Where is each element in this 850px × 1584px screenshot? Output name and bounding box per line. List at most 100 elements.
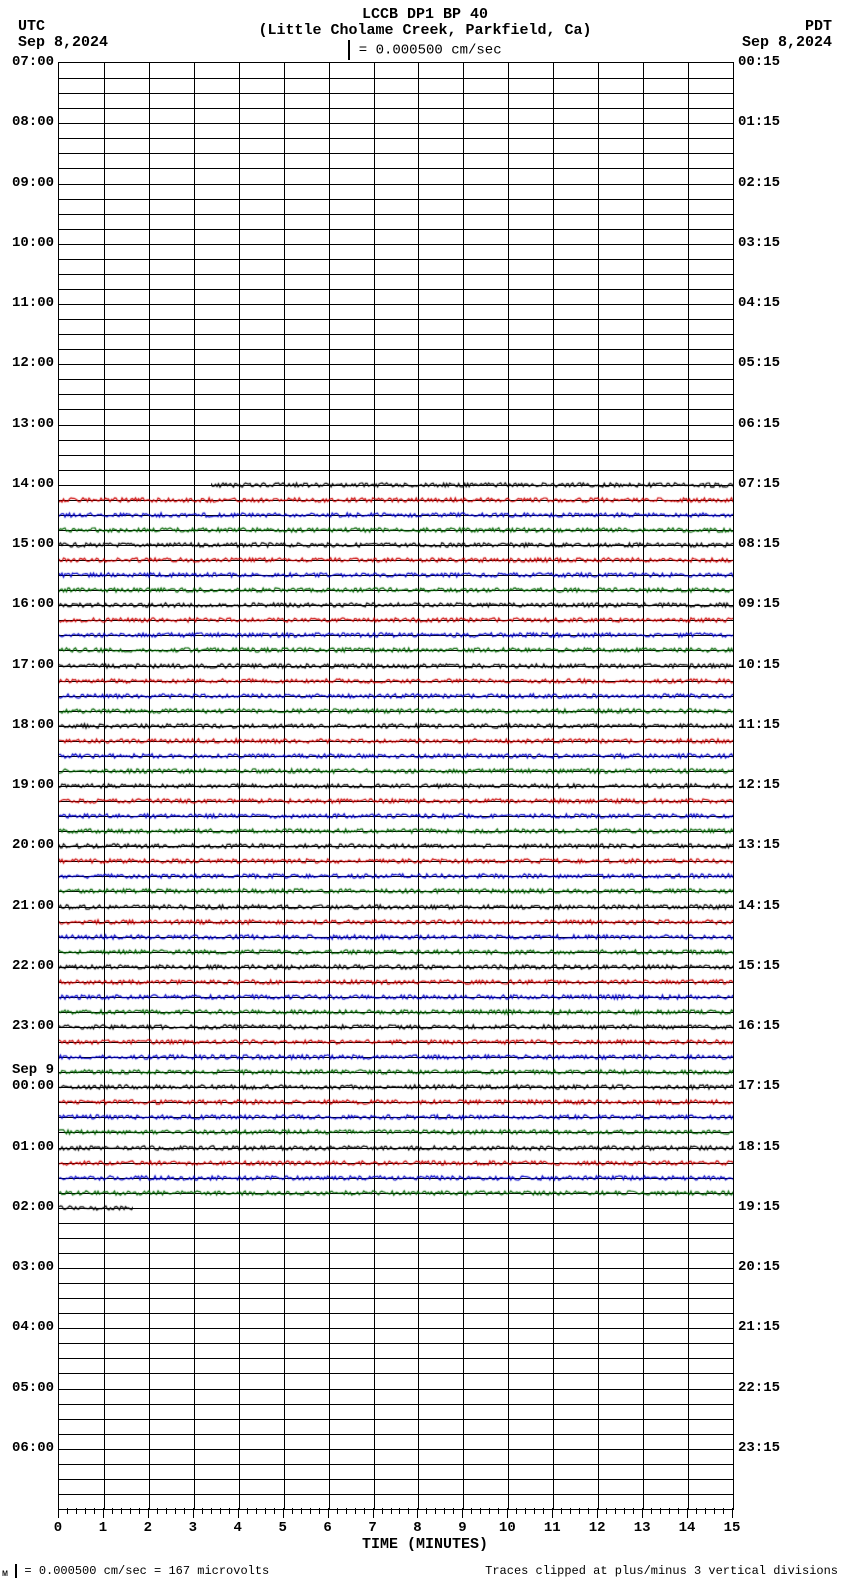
gridline-h <box>59 440 733 441</box>
seismic-trace <box>59 597 733 613</box>
seismic-trace <box>59 883 733 899</box>
seismic-trace <box>59 1094 733 1110</box>
tick-mark-icon: ᴍ <box>2 1569 8 1580</box>
pdt-hour-label: 14:15 <box>738 898 780 914</box>
seismic-trace <box>59 959 733 975</box>
seismic-trace <box>59 974 733 990</box>
x-tick-minor <box>274 1508 275 1514</box>
utc-hour-label: 08:00 <box>0 114 54 130</box>
x-tick-minor <box>669 1508 670 1514</box>
seismic-trace <box>59 658 733 674</box>
utc-hour-label: 04:00 <box>0 1319 54 1335</box>
utc-hour-label: 01:00 <box>0 1139 54 1155</box>
gridline-h <box>59 1328 733 1329</box>
pdt-hour-label: 17:15 <box>738 1078 780 1094</box>
gridline-h <box>59 108 733 109</box>
x-axis-title: TIME (MINUTES) <box>0 1536 850 1553</box>
x-tick-label: 9 <box>458 1520 466 1536</box>
x-tick-minor <box>678 1508 679 1514</box>
seismic-trace <box>59 914 733 930</box>
seismic-trace <box>59 793 733 809</box>
gridline-h <box>59 364 733 365</box>
gridline-h <box>59 1313 733 1314</box>
x-tick-minor <box>561 1508 562 1514</box>
x-tick-major <box>328 1508 329 1518</box>
x-tick-minor <box>408 1508 409 1514</box>
x-tick-minor <box>265 1508 266 1514</box>
gridline-h <box>59 1298 733 1299</box>
x-tick-minor <box>382 1508 383 1514</box>
x-tick-label: 14 <box>679 1520 696 1536</box>
x-tick-minor <box>453 1508 454 1514</box>
x-tick-minor <box>651 1508 652 1514</box>
gridline-h <box>59 229 733 230</box>
pdt-hour-label: 20:15 <box>738 1259 780 1275</box>
x-tick-minor <box>157 1508 158 1514</box>
right-timezone: PDT <box>805 18 832 35</box>
x-tick-label: 2 <box>144 1520 152 1536</box>
pdt-hour-label: 05:15 <box>738 355 780 371</box>
x-tick-minor <box>256 1508 257 1514</box>
utc-hour-label: 09:00 <box>0 175 54 191</box>
pdt-hour-label: 19:15 <box>738 1199 780 1215</box>
x-tick-minor <box>292 1508 293 1514</box>
x-tick-minor <box>355 1508 356 1514</box>
gridline-h <box>59 1464 733 1465</box>
x-tick-major <box>732 1508 733 1518</box>
utc-hour-label: 12:00 <box>0 355 54 371</box>
x-tick-major <box>238 1508 239 1518</box>
x-tick-minor <box>534 1508 535 1514</box>
gridline-h <box>59 1449 733 1450</box>
seismic-trace <box>59 703 733 719</box>
seismic-trace <box>59 1064 733 1080</box>
gridline-h <box>59 394 733 395</box>
seismic-trace <box>59 1079 733 1095</box>
x-tick-minor <box>525 1508 526 1514</box>
seismic-trace <box>59 1140 733 1156</box>
gridline-h <box>59 78 733 79</box>
x-tick-label: 8 <box>413 1520 421 1536</box>
pdt-hour-label: 23:15 <box>738 1440 780 1456</box>
seismic-trace <box>59 642 733 658</box>
x-tick-minor <box>94 1508 95 1514</box>
x-tick-major <box>597 1508 598 1518</box>
seismic-trace <box>59 688 733 704</box>
seismic-trace <box>59 1109 733 1125</box>
x-tick-minor <box>444 1508 445 1514</box>
x-tick-minor <box>202 1508 203 1514</box>
x-tick-major <box>193 1508 194 1518</box>
seismic-trace <box>59 868 733 884</box>
x-tick-major <box>507 1508 508 1518</box>
x-tick-minor <box>310 1508 311 1514</box>
x-tick-minor <box>579 1508 580 1514</box>
station-id: LCCB DP1 BP 40 <box>0 6 850 23</box>
seismic-trace <box>59 567 733 583</box>
seismic-trace <box>59 1124 733 1140</box>
seismic-trace <box>59 1185 733 1201</box>
x-tick-minor <box>220 1508 221 1514</box>
date-change-label: Sep 9 <box>0 1062 54 1078</box>
utc-hour-label: 10:00 <box>0 235 54 251</box>
pdt-hour-label: 15:15 <box>738 958 780 974</box>
station-name: (Little Cholame Creek, Parkfield, Ca) <box>0 22 850 39</box>
pdt-hour-label: 21:15 <box>738 1319 780 1335</box>
utc-hour-label: 22:00 <box>0 958 54 974</box>
x-tick-minor <box>435 1508 436 1514</box>
scale-indicator: = 0.000500 cm/sec <box>0 40 850 60</box>
gridline-h <box>59 470 733 471</box>
seismic-trace <box>59 929 733 945</box>
seismic-trace <box>59 673 733 689</box>
seismic-trace <box>59 612 733 628</box>
x-tick-minor <box>606 1508 607 1514</box>
x-tick-major <box>148 1508 149 1518</box>
gridline-h <box>59 455 733 456</box>
pdt-hour-label: 04:15 <box>738 295 780 311</box>
gridline-h <box>59 1268 733 1269</box>
x-tick-minor <box>705 1508 706 1514</box>
seismic-trace <box>211 477 733 493</box>
x-tick-minor <box>570 1508 571 1514</box>
gridline-h <box>59 274 733 275</box>
gridline-h <box>59 319 733 320</box>
utc-hour-label: 02:00 <box>0 1199 54 1215</box>
x-tick-minor <box>67 1508 68 1514</box>
